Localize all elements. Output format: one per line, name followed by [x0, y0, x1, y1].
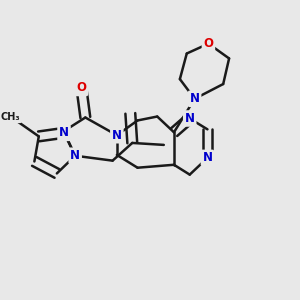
Text: N: N [190, 92, 200, 105]
Text: O: O [203, 37, 213, 50]
Text: N: N [70, 149, 80, 162]
Text: N: N [59, 126, 69, 139]
Text: N: N [112, 129, 122, 142]
Text: N: N [185, 112, 195, 125]
Text: CH₃: CH₃ [1, 112, 20, 122]
Text: O: O [76, 82, 86, 94]
Text: N: N [202, 152, 212, 164]
